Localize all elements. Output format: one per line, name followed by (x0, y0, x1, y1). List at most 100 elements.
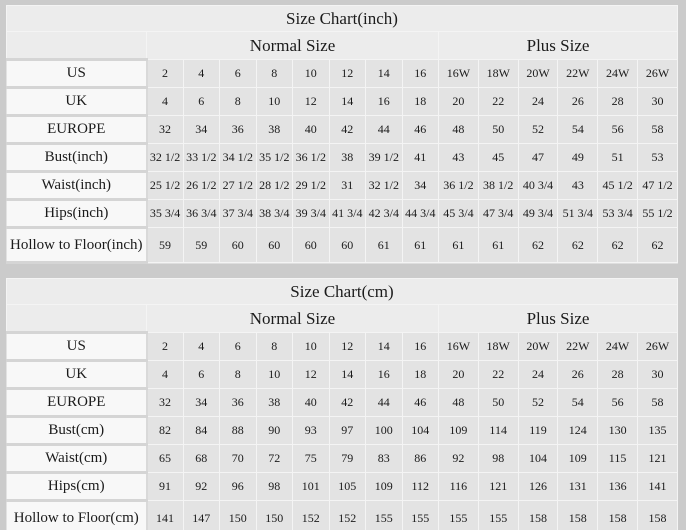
data-cell: 155 (438, 500, 479, 530)
data-cell: 59 (182, 227, 221, 263)
data-cell: 29 1/2 (292, 171, 330, 200)
data-cell: 32 (146, 115, 184, 144)
data-cell: 27 1/2 (219, 171, 257, 200)
data-cell: 41 3/4 (328, 199, 367, 228)
data-cell: 45 (477, 143, 519, 172)
data-cell: 56 (597, 115, 639, 144)
data-cell: 24 (517, 360, 559, 389)
table-row: Bust(inch) 32 1/2 33 1/2 34 1/2 35 1/2 36 1/2… (5, 142, 678, 173)
data-cell: 52 (517, 115, 559, 144)
data-cell: 12 (328, 59, 367, 88)
size-chart-inch-table: Size Chart(inch) Normal Size Plus Size U… (5, 5, 678, 264)
data-cell: 114 (477, 416, 519, 445)
data-cell: 40 (292, 388, 330, 417)
data-cell: 10 (255, 87, 294, 116)
data-cell: 40 (292, 115, 330, 144)
data-cell: 38 (255, 388, 293, 417)
data-cell: 22 (477, 360, 519, 389)
data-cell: 105 (328, 472, 366, 501)
row-label: Waist(cm) (6, 443, 148, 474)
data-cell: 136 (597, 472, 638, 501)
data-cell: 60 (219, 227, 257, 263)
data-cell: 158 (636, 500, 679, 530)
data-cell: 68 (182, 444, 220, 473)
table-row: UK 4 6 8 10 12 14 16 18 20 22 24 26 28 30 (6, 359, 679, 390)
data-cell: 150 (219, 500, 257, 530)
data-cell: 60 (328, 227, 367, 263)
data-cell: 40 3/4 (517, 171, 559, 200)
data-cell: 48 (438, 115, 479, 144)
data-cell: 88 (219, 416, 257, 445)
data-cell: 98 (255, 472, 293, 501)
data-cell: 155 (365, 500, 403, 530)
data-cell: 60 (292, 227, 330, 263)
data-cell: 42 3/4 (365, 199, 403, 228)
data-cell: 24W (597, 59, 639, 88)
data-cell: 98 (477, 444, 519, 473)
table-row: Waist(inch) 25 1/2 26 1/2 27 1/2 28 1/2 29 1/… (5, 170, 678, 201)
data-cell: 54 (557, 388, 599, 417)
data-cell: 155 (477, 500, 519, 530)
data-cell: 2 (146, 332, 184, 361)
size-chart-inch-body: US 2 4 6 8 10 12 14 16 16W 18W 20W 22W 24W 26W UK 4 6 8 10 1… (5, 58, 678, 264)
row-label: Waist(inch) (5, 170, 148, 201)
data-cell: 24 (517, 87, 559, 116)
data-cell: 47 3/4 (477, 199, 519, 228)
data-cell: 65 (146, 444, 184, 473)
data-cell: 16 (365, 87, 403, 116)
data-cell: 126 (517, 472, 559, 501)
data-cell: 18 (401, 87, 440, 116)
data-cell: 97 (328, 416, 366, 445)
data-cell: 10 (255, 360, 293, 389)
data-cell: 20 (438, 87, 479, 116)
data-cell: 58 (637, 115, 678, 144)
data-cell: 8 (255, 332, 293, 361)
data-cell: 53 3/4 (597, 199, 639, 228)
row-label: Hollow to Floor(cm) (6, 499, 148, 530)
data-cell: 4 (182, 332, 220, 361)
data-cell: 75 (292, 444, 330, 473)
table-row: EUROPE 32 34 36 38 40 42 44 46 48 50 52 54 56 58 (5, 114, 678, 145)
data-cell: 158 (557, 500, 599, 530)
data-cell: 91 (146, 472, 184, 501)
data-cell: 30 (636, 360, 679, 389)
data-cell: 34 1/2 (219, 143, 257, 172)
row-label: Hollow to Floor(inch) (5, 226, 148, 264)
data-cell: 26 (557, 360, 599, 389)
data-cell: 150 (255, 500, 293, 530)
data-cell: 18 (401, 360, 439, 389)
data-cell: 86 (401, 444, 439, 473)
data-cell: 54 (557, 115, 599, 144)
data-cell: 45 3/4 (438, 199, 479, 228)
data-cell: 70 (219, 444, 257, 473)
table-row: Bust(cm) 82 84 88 90 93 97 100 104 109 114 119 124 13… (6, 415, 679, 446)
data-cell: 46 (401, 115, 440, 144)
data-cell: 32 (146, 388, 184, 417)
data-cell: 26 1/2 (182, 171, 221, 200)
data-cell: 90 (255, 416, 293, 445)
data-cell: 28 (597, 87, 639, 116)
data-cell: 100 (365, 416, 403, 445)
data-cell: 4 (182, 59, 221, 88)
data-cell: 60 (255, 227, 294, 263)
data-cell: 22W (557, 59, 599, 88)
data-cell: 84 (182, 416, 220, 445)
table-title: Size Chart(cm) (6, 278, 678, 305)
data-cell: 61 (438, 227, 479, 263)
data-cell: 50 (477, 388, 519, 417)
data-cell: 56 (597, 388, 638, 417)
row-label: Bust(inch) (5, 142, 148, 173)
data-cell: 131 (557, 472, 599, 501)
data-cell: 45 1/2 (597, 171, 639, 200)
data-cell: 16 (401, 59, 440, 88)
data-cell: 14 (365, 59, 403, 88)
data-cell: 101 (292, 472, 330, 501)
data-cell: 12 (292, 87, 330, 116)
data-cell: 12 (328, 332, 366, 361)
data-cell: 44 3/4 (401, 199, 440, 228)
data-cell: 109 (365, 472, 403, 501)
data-cell: 39 1/2 (365, 143, 403, 172)
table-title: Size Chart(inch) (6, 5, 678, 32)
data-cell: 104 (517, 444, 559, 473)
data-cell: 34 (182, 115, 221, 144)
